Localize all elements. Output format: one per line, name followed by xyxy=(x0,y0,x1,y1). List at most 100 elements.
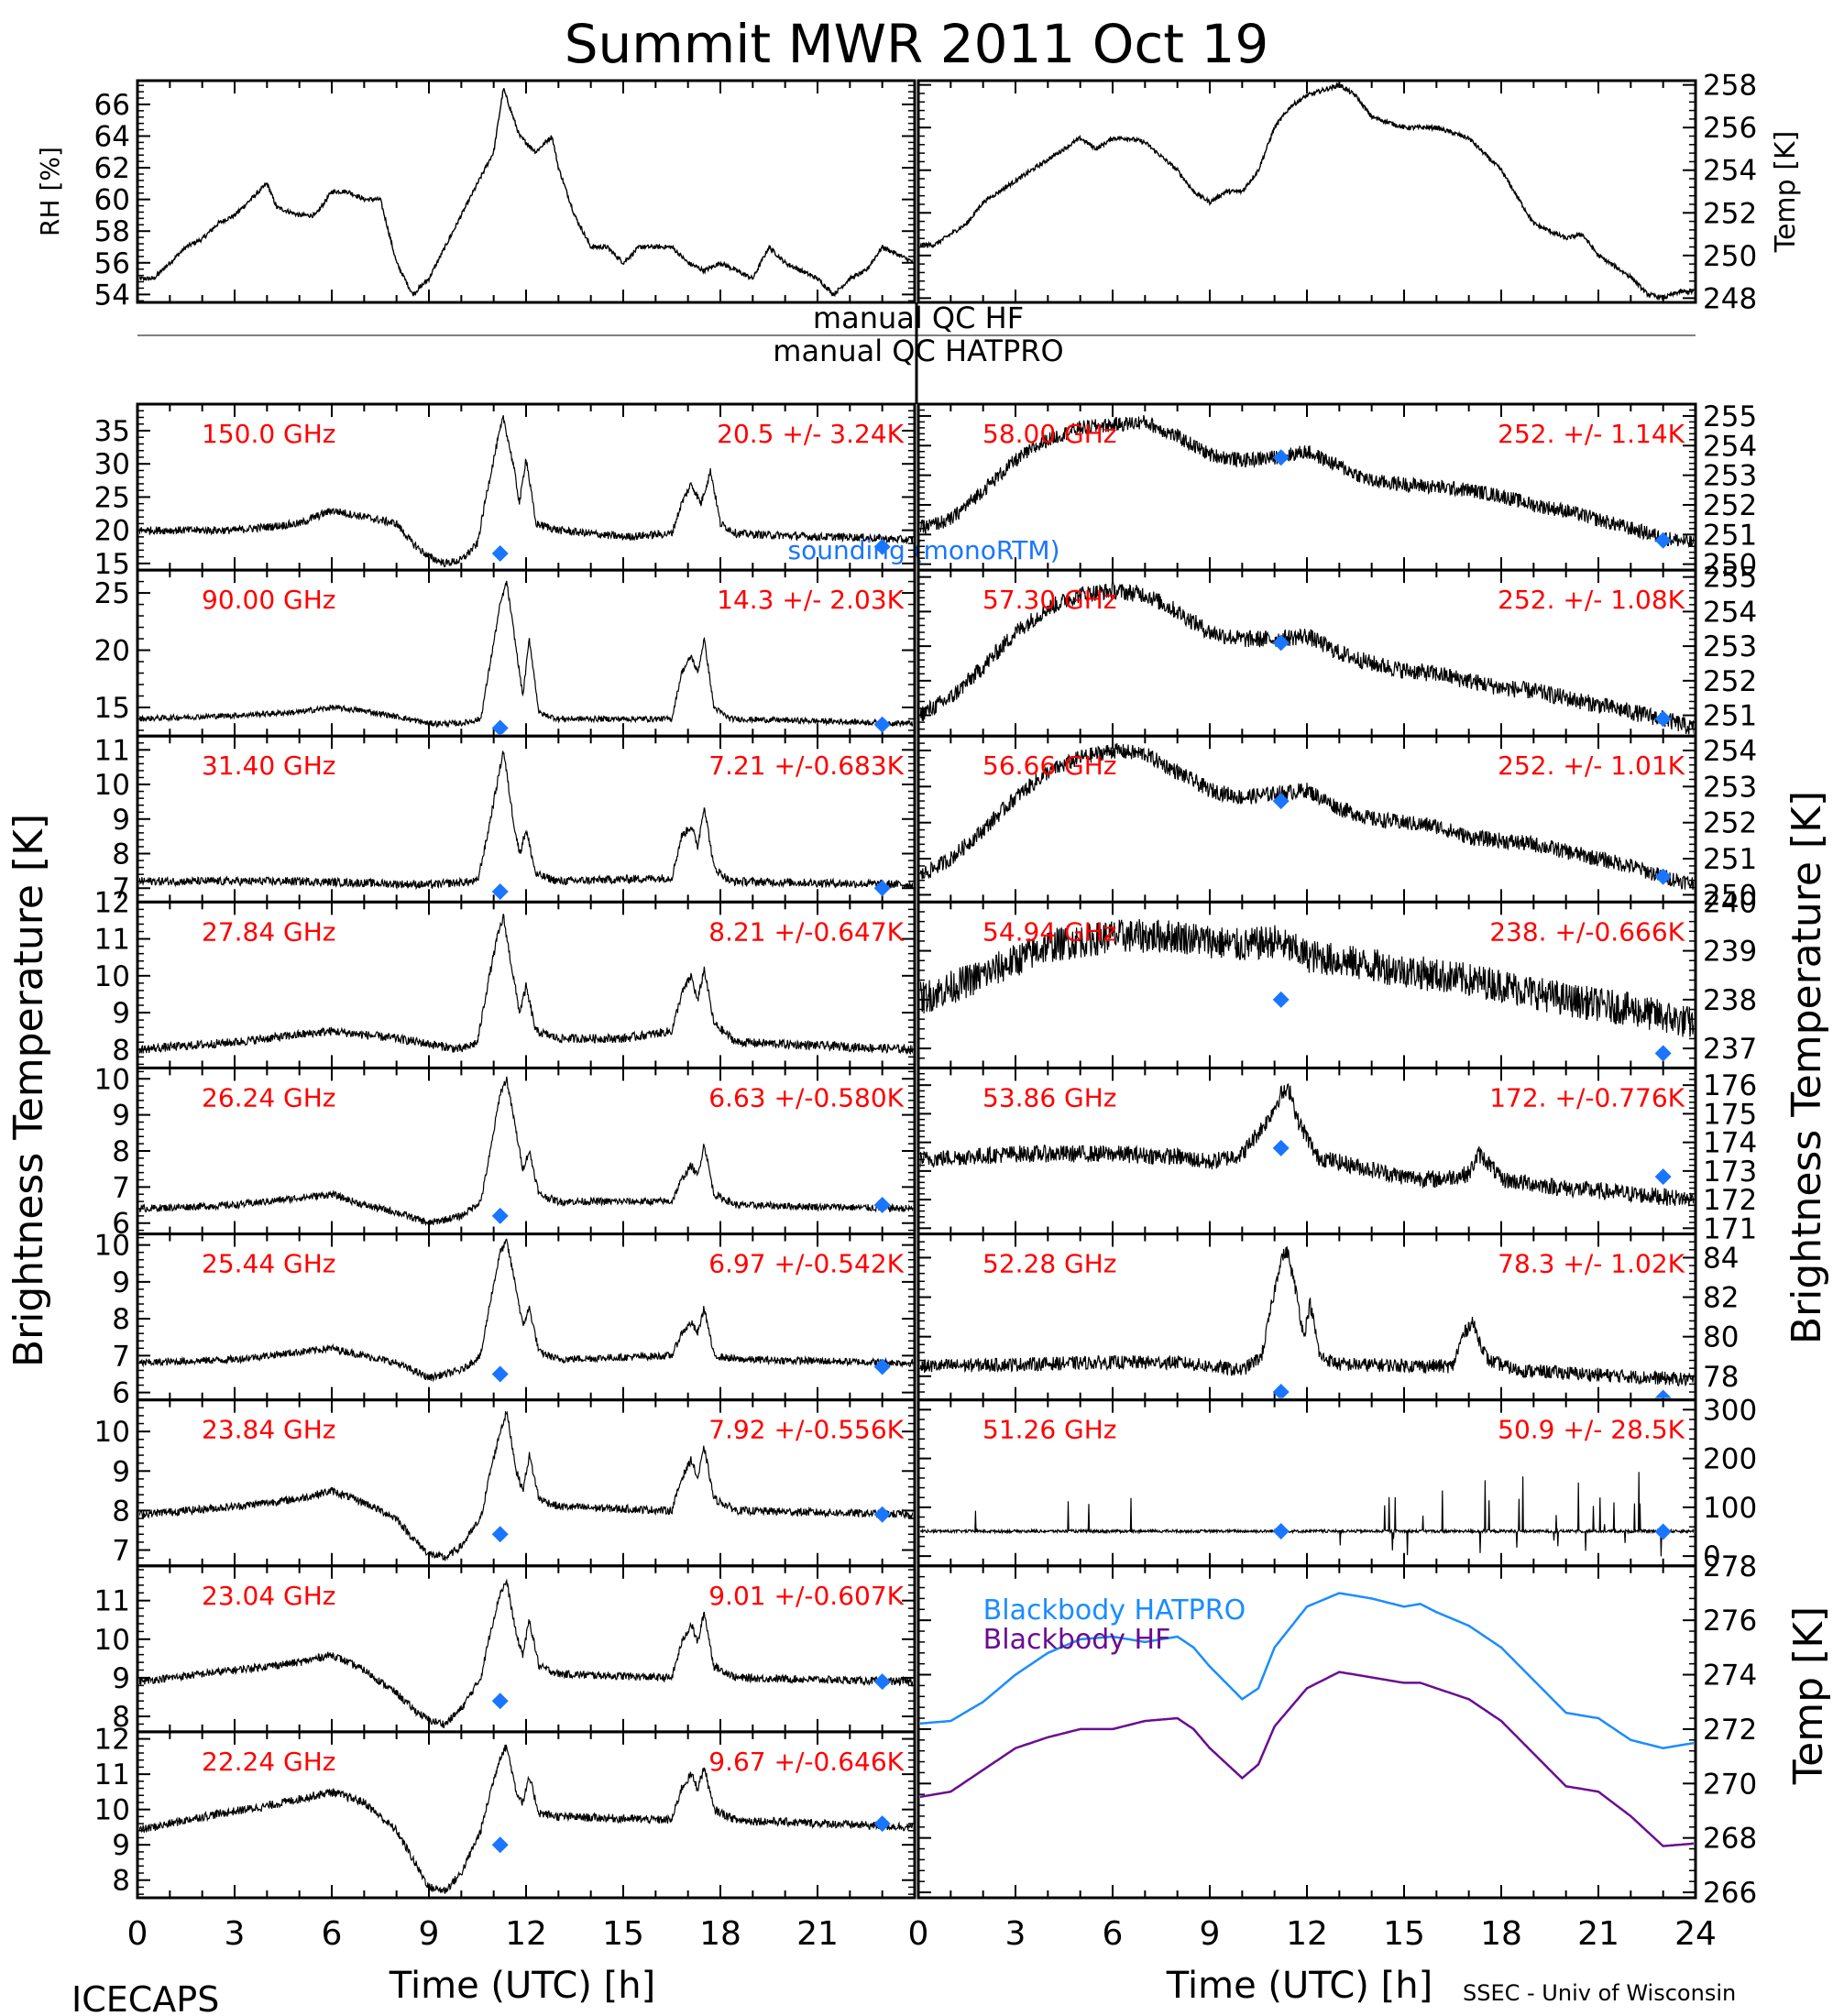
y-tick-label: 20 xyxy=(94,515,130,548)
panel-ch54: 237 238 239 240 54.94 GHz 238. +/-0.666K xyxy=(916,886,1757,1069)
legend-hatpro: Blackbody HATPRO xyxy=(983,1594,1246,1627)
y-tick-label: 10 xyxy=(94,1794,130,1827)
x-tick-label-right: 6 xyxy=(1103,1915,1124,1953)
x-tick-label-left: 12 xyxy=(505,1915,547,1953)
y-tick-label: 9 xyxy=(112,1100,130,1133)
rh-y-label: RH [%] xyxy=(35,147,65,236)
y-tick-label: 252 xyxy=(1703,665,1757,698)
y-tick-label: 174 xyxy=(1703,1127,1757,1160)
data-trace xyxy=(139,88,913,298)
y-tick-label: 172 xyxy=(1703,1184,1757,1217)
y-tick-label: 9 xyxy=(112,1662,130,1695)
data-layer xyxy=(139,88,913,298)
y-tick-label: 176 xyxy=(1703,1069,1757,1102)
channel-stat-label: 7.21 +/-0.683K xyxy=(708,751,904,781)
y-tick-label: 11 xyxy=(94,1759,130,1791)
channel-stat-label: 8.21 +/-0.647K xyxy=(708,916,904,947)
y-tick-label: 272 xyxy=(1703,1714,1757,1747)
channel-frequency-label: 22.24 GHz xyxy=(202,1747,336,1777)
data-layer xyxy=(139,415,913,568)
data-layer xyxy=(920,1472,1694,1557)
channel-stat-label: 7.92 +/-0.556K xyxy=(708,1415,904,1445)
x-tick-label-left: 3 xyxy=(225,1915,246,1953)
y-tick-label: 253 xyxy=(1703,460,1757,493)
y-tick-label: 9 xyxy=(112,1455,130,1488)
y-tick-label: 238 xyxy=(1703,984,1757,1017)
data-layer xyxy=(139,751,913,901)
channel-stat-label: 78.3 +/- 1.02K xyxy=(1498,1249,1685,1279)
data-trace xyxy=(139,580,913,729)
data-layer xyxy=(920,1246,1694,1398)
y-tick-label: 253 xyxy=(1703,630,1757,663)
sounding-marker xyxy=(873,1197,891,1214)
y-tick-label: 270 xyxy=(1703,1768,1757,1801)
qc-label-hf: manual QC HF xyxy=(813,301,1024,335)
data-trace xyxy=(920,1082,1694,1207)
y-tick-label: 8 xyxy=(112,1701,130,1734)
panel-ch23_84: 7 8 9 10 23.84 GHz 7.92 +/-0.556K xyxy=(94,1398,916,1568)
y-tick-label: 56 xyxy=(94,247,130,280)
y-tick-label: 80 xyxy=(1703,1321,1739,1354)
sounding-marker xyxy=(1272,991,1290,1008)
y-tick-label: 254 xyxy=(1703,735,1757,768)
y-tick-label: 9 xyxy=(112,804,130,837)
data-layer xyxy=(920,742,1694,891)
sounding-marker xyxy=(1272,449,1290,466)
y-tick-label: 7 xyxy=(112,1171,130,1204)
sounding-marker xyxy=(1654,710,1672,728)
y-tick-label: 252 xyxy=(1703,197,1757,230)
data-trace xyxy=(139,1744,913,1894)
y-tick-label: 268 xyxy=(1703,1823,1757,1856)
y-tick-label: 248 xyxy=(1703,282,1757,315)
panel-ch23_04: 8 9 10 11 23.04 GHz 9.01 +/-0.607K xyxy=(94,1564,916,1734)
sounding-marker xyxy=(1654,1523,1672,1540)
data-layer xyxy=(139,914,913,1056)
y-tick-label: 278 xyxy=(1703,1550,1757,1583)
y-tick-label: 255 xyxy=(1703,400,1757,433)
y-tick-label: 250 xyxy=(1703,240,1757,273)
data-trace xyxy=(920,414,1694,549)
y-tick-label: 274 xyxy=(1703,1660,1757,1693)
data-trace xyxy=(139,1076,913,1227)
y-tick-label: 15 xyxy=(94,692,130,725)
sounding-marker xyxy=(491,1836,509,1854)
channel-stat-label: 20.5 +/- 3.24K xyxy=(717,419,904,449)
y-tick-label: 78 xyxy=(1703,1361,1739,1394)
channel-stat-label: 252. +/- 1.01K xyxy=(1498,751,1685,781)
figure-title: Summit MWR 2011 Oct 19 xyxy=(565,13,1269,75)
data-trace xyxy=(920,582,1694,735)
data-trace xyxy=(920,82,1694,301)
sounding-marker xyxy=(491,1365,509,1383)
y-tick-label: 30 xyxy=(94,448,130,481)
data-layer xyxy=(920,918,1694,1062)
sounding-marker xyxy=(491,1526,509,1543)
series-line-blackbody-hatpro xyxy=(920,1592,1694,1749)
y-tick-label: 60 xyxy=(94,184,130,217)
y-tick-label: 276 xyxy=(1703,1605,1757,1638)
y-tick-label: 7 xyxy=(112,872,130,905)
left-y-axis-label: Brightness Temperature [K] xyxy=(5,814,52,1367)
x-tick-label-right: 18 xyxy=(1480,1915,1522,1953)
channel-frequency-label: 58.00 GHz xyxy=(982,419,1117,449)
y-tick-label: 35 xyxy=(94,415,130,448)
x-tick-label-left: 9 xyxy=(419,1915,440,1953)
y-tick-label: 0 xyxy=(1703,1540,1721,1573)
data-layer xyxy=(139,1238,913,1383)
right-y-axis-label-bb: Temp [K] xyxy=(1785,1606,1832,1785)
panel-ch26: 6 789 10 26.24 GHz 6.63 +/-0.580K xyxy=(94,1063,916,1241)
y-tick-label: 11 xyxy=(94,734,130,767)
channel-stat-label: 6.97 +/-0.542K xyxy=(708,1249,904,1279)
y-tick-label: 266 xyxy=(1703,1877,1757,1910)
x-tick-label-left: 21 xyxy=(796,1915,839,1953)
channel-stat-label: 172. +/-0.776K xyxy=(1489,1082,1685,1112)
y-tick-label: 58 xyxy=(94,215,130,248)
sounding-marker xyxy=(1272,634,1290,652)
y-tick-label: 9 xyxy=(112,1829,130,1862)
y-tick-label: 253 xyxy=(1703,771,1757,804)
sounding-marker xyxy=(1654,1168,1672,1186)
y-tick-label: 10 xyxy=(94,1063,130,1096)
